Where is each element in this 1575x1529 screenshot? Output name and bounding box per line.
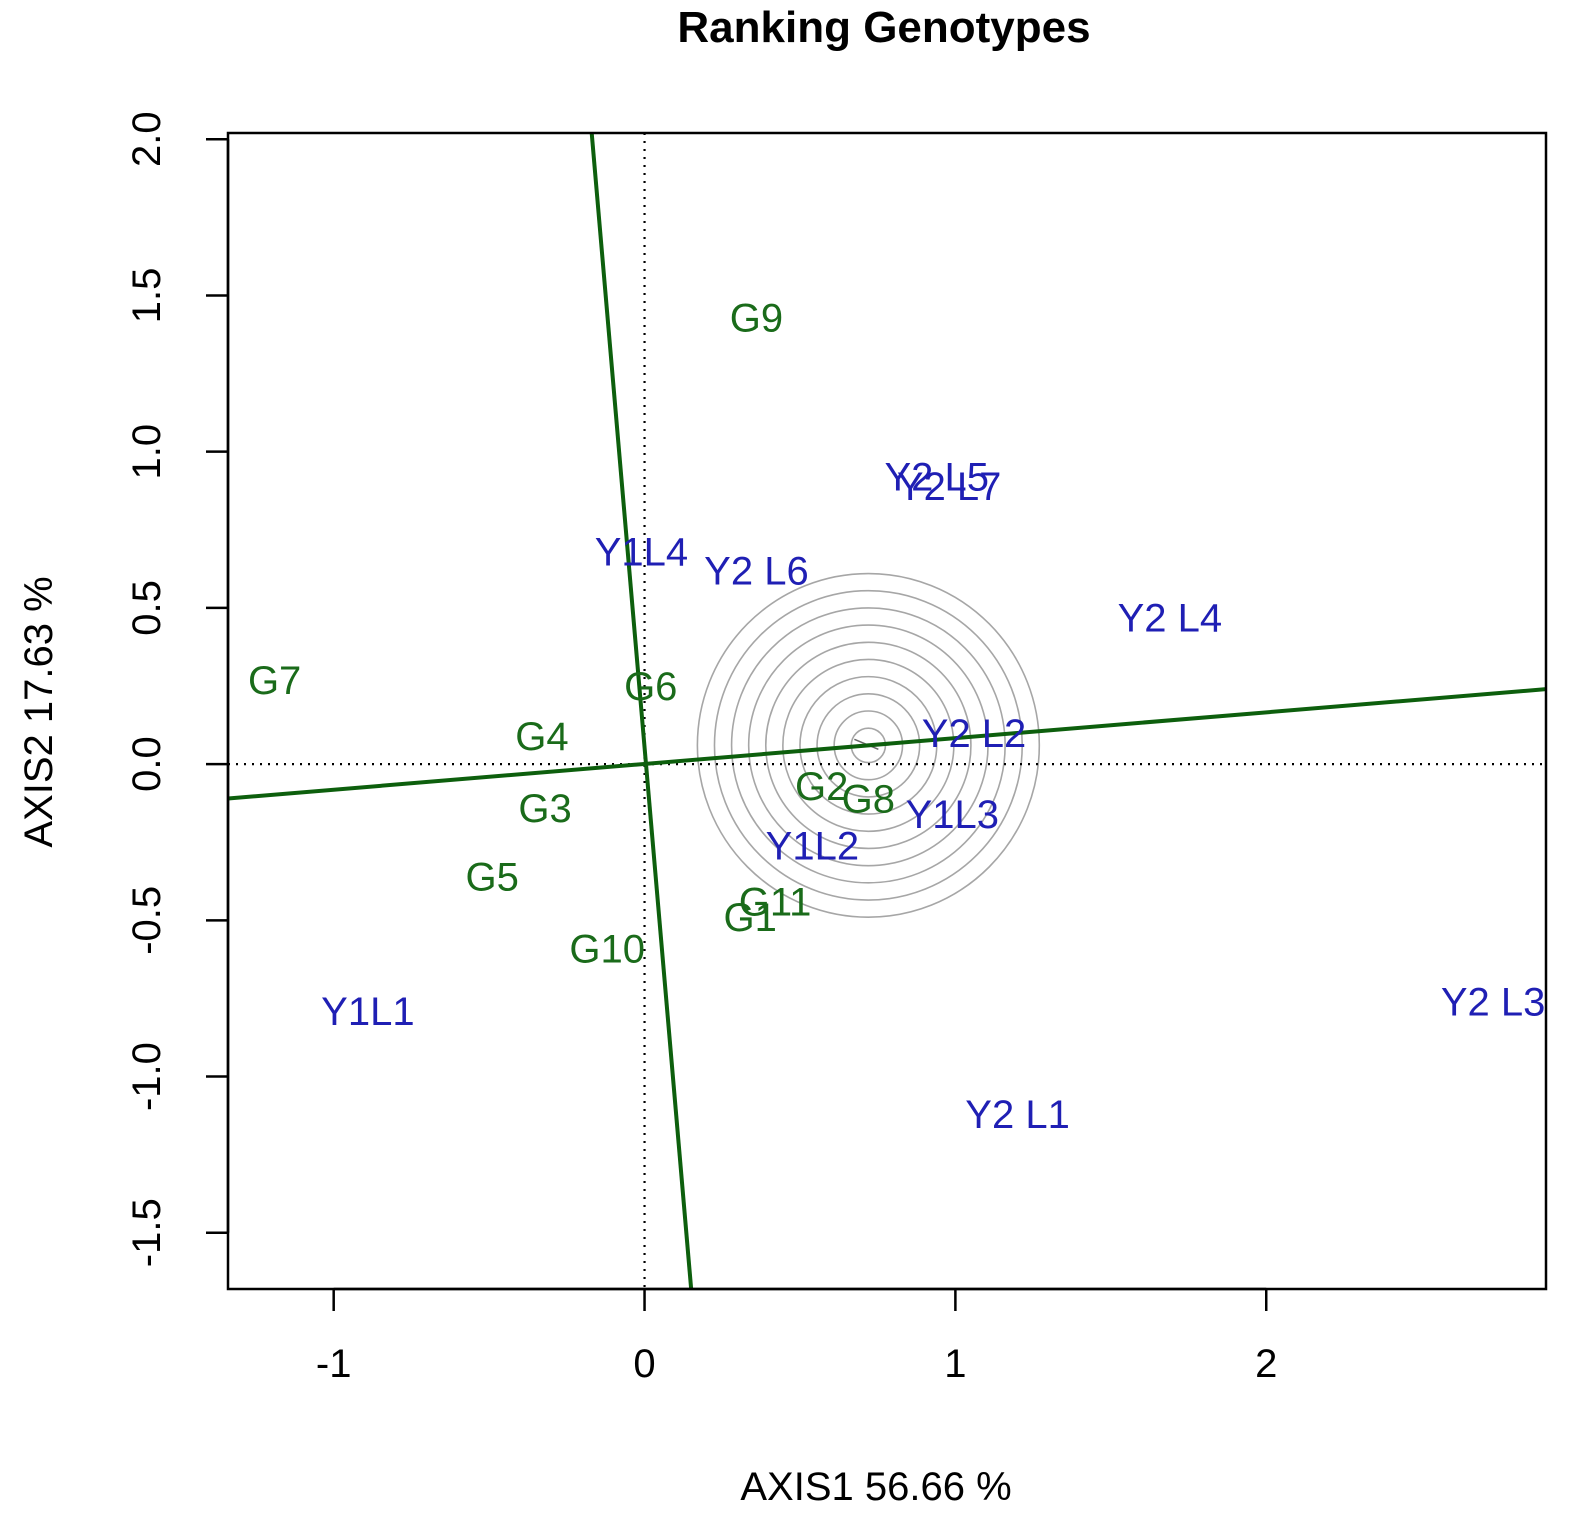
environment-label: Y1L4 (595, 531, 688, 575)
genotype-label: G1 (724, 896, 777, 940)
environment-label: Y2 L4 (1118, 596, 1223, 640)
x-tick-label: -1 (316, 1342, 352, 1386)
concentric-circle (696, 572, 1041, 919)
y-tick-label: 0.5 (125, 580, 169, 636)
y-axis: -1.5 -1.0 -0.5 0.0 0.5 1.0 1.5 2.0 (125, 111, 230, 1267)
perpendicular-axis (589, 133, 694, 1289)
concentric-circle (713, 589, 1024, 901)
environment-label: Y1L1 (321, 990, 414, 1034)
reference-lines (228, 133, 1546, 1289)
environment-label: Y1L3 (906, 793, 999, 837)
x-tick-label: 0 (633, 1342, 655, 1386)
environment-label: Y2 L3 (1441, 981, 1546, 1025)
environment-label: Y2 L6 (704, 549, 809, 593)
genotype-label: G6 (624, 665, 677, 709)
genotype-label: G2 (795, 765, 848, 809)
environment-label: Y2 L5 (884, 456, 989, 500)
concentric-circle (747, 624, 989, 867)
genotype-label: G3 (518, 787, 571, 831)
environment-label: Y2 L2 (922, 712, 1027, 756)
biplot-axes (228, 133, 1546, 1289)
concentric-circle (730, 607, 1006, 884)
environment-label: Y2 L7 (897, 465, 1002, 509)
average-environment-axis (228, 687, 1546, 801)
x-tick-label: 1 (944, 1342, 966, 1386)
concentric-circle (764, 641, 972, 850)
concentric-circle (833, 710, 904, 781)
genotype-label: G4 (515, 715, 568, 759)
plot-frame (226, 131, 1548, 1291)
concentric-circle (782, 658, 955, 833)
y-tick-label: 1.0 (125, 424, 169, 480)
genotype-label: G10 (569, 927, 645, 971)
environment-label: Y1L2 (766, 824, 859, 868)
y-tick-label: 2.0 (125, 111, 169, 167)
x-axis-title: AXIS1 56.66 % (740, 1465, 1011, 1509)
concentric-circle (799, 675, 938, 815)
y-tick-label: -0.5 (125, 886, 169, 955)
chart-title: Ranking Genotypes (677, 3, 1090, 52)
y-tick-label: 0.0 (125, 736, 169, 792)
y-tick-label: 1.5 (125, 268, 169, 324)
x-tick-label: 2 (1255, 1342, 1277, 1386)
genotype-label: G7 (248, 659, 301, 703)
x-axis: -1 0 1 2 (316, 1287, 1277, 1386)
genotype-label: G9 (730, 296, 783, 340)
y-tick-label: -1.5 (125, 1198, 169, 1267)
genotype-label: G11 (739, 881, 812, 925)
concentric-circle (816, 693, 921, 798)
y-tick-label: -1.0 (125, 1042, 169, 1111)
genotype-label: G5 (466, 856, 519, 900)
y-axis-title: AXIS2 17.63 % (17, 576, 61, 847)
genotype-label: G8 (842, 777, 895, 821)
environment-label: Y2 L1 (965, 1093, 1070, 1137)
